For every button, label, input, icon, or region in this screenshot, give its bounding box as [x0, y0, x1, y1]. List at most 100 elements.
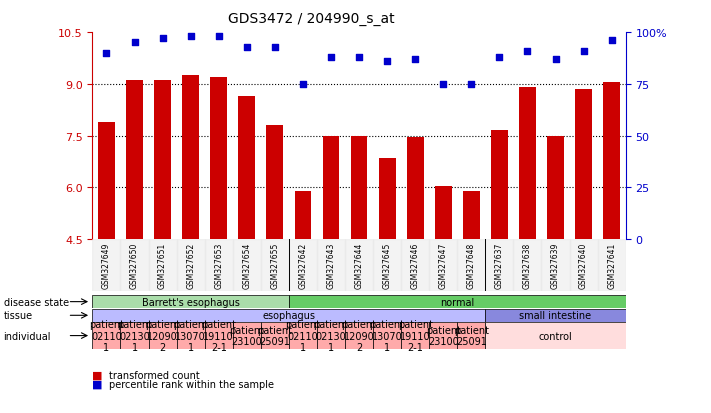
Bar — [232, 323, 261, 349]
Text: GDS3472 / 204990_s_at: GDS3472 / 204990_s_at — [228, 12, 394, 26]
Bar — [176, 240, 205, 291]
Text: patient
25091: patient 25091 — [257, 325, 292, 347]
Text: patient
23100: patient 23100 — [229, 325, 264, 347]
Text: control: control — [539, 331, 572, 341]
Bar — [542, 240, 570, 291]
Text: patient
19110
2-1: patient 19110 2-1 — [201, 319, 236, 352]
Text: GSM327638: GSM327638 — [523, 242, 532, 288]
Bar — [205, 323, 232, 349]
Bar — [491, 131, 508, 240]
Text: normal: normal — [440, 297, 474, 307]
Bar — [603, 83, 620, 240]
Text: ■: ■ — [92, 379, 103, 389]
Bar — [598, 240, 626, 291]
Bar — [345, 240, 373, 291]
Text: GSM327649: GSM327649 — [102, 242, 111, 288]
Bar — [486, 323, 626, 349]
Point — [326, 55, 337, 61]
Point — [437, 81, 449, 88]
Text: patient
13070
1: patient 13070 1 — [173, 319, 208, 352]
Bar — [407, 138, 424, 240]
Point — [466, 81, 477, 88]
Bar — [294, 191, 311, 240]
Bar — [120, 240, 149, 291]
Bar — [323, 136, 339, 240]
Bar — [182, 76, 199, 240]
Bar — [570, 240, 598, 291]
Text: patient
02130
1: patient 02130 1 — [314, 319, 348, 352]
Text: small intestine: small intestine — [520, 311, 592, 320]
Text: patient
12090
2: patient 12090 2 — [341, 319, 377, 352]
Point — [185, 34, 196, 40]
Text: GSM327650: GSM327650 — [130, 242, 139, 288]
Text: GSM327641: GSM327641 — [607, 242, 616, 288]
Bar — [429, 240, 457, 291]
Bar — [457, 323, 486, 349]
Bar — [238, 97, 255, 240]
Bar — [429, 323, 457, 349]
Bar — [345, 323, 373, 349]
Bar — [463, 191, 480, 240]
Text: esophagus: esophagus — [262, 311, 316, 320]
Text: GSM327646: GSM327646 — [411, 242, 419, 288]
Text: GSM327643: GSM327643 — [326, 242, 336, 288]
Bar — [261, 323, 289, 349]
Text: patient
19110
2-1: patient 19110 2-1 — [397, 319, 433, 352]
Point — [522, 48, 533, 55]
Bar — [575, 90, 592, 240]
Point — [213, 34, 225, 40]
Text: patient
02110
1: patient 02110 1 — [89, 319, 124, 352]
Point — [241, 44, 252, 51]
Text: patient
02110
1: patient 02110 1 — [285, 319, 321, 352]
Bar — [317, 240, 345, 291]
Text: Barrett's esophagus: Barrett's esophagus — [141, 297, 240, 307]
Point — [297, 81, 309, 88]
Bar — [373, 240, 401, 291]
Text: patient
25091: patient 25091 — [454, 325, 489, 347]
Bar — [547, 136, 564, 240]
Bar — [149, 240, 176, 291]
Bar — [401, 323, 429, 349]
Bar — [289, 295, 626, 309]
Text: GSM327645: GSM327645 — [383, 242, 392, 288]
Point — [410, 57, 421, 63]
Bar — [92, 240, 120, 291]
Bar — [373, 323, 401, 349]
Bar — [457, 240, 486, 291]
Bar — [98, 123, 115, 240]
Bar — [351, 136, 368, 240]
Point — [157, 36, 169, 43]
Text: GSM327652: GSM327652 — [186, 242, 195, 288]
Text: GSM327654: GSM327654 — [242, 242, 251, 288]
Text: patient
02130
1: patient 02130 1 — [117, 319, 152, 352]
Point — [550, 57, 561, 63]
Bar — [519, 88, 536, 240]
Bar — [126, 81, 143, 240]
Text: GSM327651: GSM327651 — [158, 242, 167, 288]
Bar — [435, 186, 451, 240]
Point — [101, 50, 112, 57]
Text: ■: ■ — [92, 370, 103, 380]
Bar — [120, 323, 149, 349]
Bar — [149, 323, 176, 349]
Bar — [210, 78, 227, 240]
Point — [269, 44, 281, 51]
Bar — [401, 240, 429, 291]
Bar — [486, 240, 513, 291]
Text: GSM327655: GSM327655 — [270, 242, 279, 288]
Text: percentile rank within the sample: percentile rank within the sample — [109, 379, 274, 389]
Bar — [176, 323, 205, 349]
Bar — [92, 309, 486, 322]
Point — [493, 55, 505, 61]
Bar — [205, 240, 232, 291]
Text: patient
12090
2: patient 12090 2 — [145, 319, 180, 352]
Text: GSM327640: GSM327640 — [579, 242, 588, 288]
Bar — [267, 126, 283, 240]
Text: disease state: disease state — [4, 297, 69, 307]
Point — [353, 55, 365, 61]
Bar — [261, 240, 289, 291]
Bar — [92, 295, 289, 309]
Text: GSM327639: GSM327639 — [551, 242, 560, 288]
Text: GSM327648: GSM327648 — [467, 242, 476, 288]
Point — [606, 38, 617, 45]
